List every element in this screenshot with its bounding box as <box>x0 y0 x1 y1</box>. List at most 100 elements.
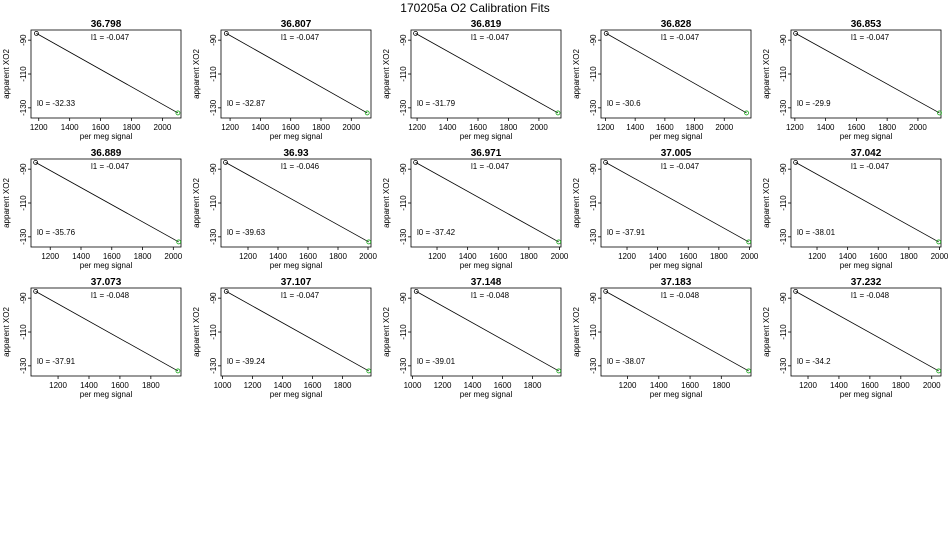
slope-annotation: l1 = -0.048 <box>91 291 130 300</box>
x-tick-label: 1200 <box>808 252 826 261</box>
x-tick-label: 2000 <box>931 252 949 261</box>
x-tick-label: 2000 <box>359 252 377 261</box>
data-point <box>413 288 419 294</box>
y-tick-label: -90 <box>589 34 598 46</box>
data-point <box>223 159 228 165</box>
intercept-annotation: l0 = -39.63 <box>227 228 266 237</box>
y-axis-label: apparent XO2 <box>192 49 201 99</box>
x-tick-label: 1400 <box>274 381 292 390</box>
y-axis-label: apparent XO2 <box>192 178 201 228</box>
x-tick-label: 1600 <box>656 123 674 132</box>
y-tick-label: -110 <box>399 195 408 211</box>
x-tick-label: 1600 <box>469 123 487 132</box>
data-point <box>33 288 39 294</box>
data-point <box>223 288 229 294</box>
data-point <box>175 110 181 116</box>
y-axis-label: apparent XO2 <box>2 178 11 228</box>
fit-line <box>226 291 369 372</box>
x-tick-label: 1600 <box>681 381 699 390</box>
data-point <box>603 159 608 165</box>
panel-title: 36.819 <box>471 19 502 30</box>
data-point <box>556 239 562 245</box>
x-axis-label: per meg signal <box>270 390 323 399</box>
x-tick-label: 1200 <box>408 123 426 132</box>
panels-grid: 36.798 1200 1400 1600 1800 2000 -90 -110 -130 per… <box>2 19 949 399</box>
y-tick-label: -130 <box>779 357 788 374</box>
panel-title: 36.828 <box>661 19 692 30</box>
x-tick-label: 1800 <box>334 381 352 390</box>
intercept-annotation: l0 = -37.91 <box>37 357 76 366</box>
x-tick-label: 1400 <box>830 381 848 390</box>
x-axis-label: per meg signal <box>270 261 323 270</box>
fit-line <box>605 162 749 243</box>
x-tick-label: 1600 <box>282 123 300 132</box>
slope-annotation: l1 = -0.047 <box>661 33 700 42</box>
x-tick-label: 1400 <box>464 381 482 390</box>
x-tick-label: 1800 <box>524 381 542 390</box>
x-tick-label: 1800 <box>142 381 160 390</box>
calibration-panel: 36.807 1200 1400 1600 1800 2000 -90 -110 -130 per… <box>192 19 372 141</box>
x-tick-label: 1400 <box>72 252 90 261</box>
y-tick-label: -130 <box>19 99 28 116</box>
data-point <box>936 368 942 374</box>
data-point <box>936 239 942 245</box>
fit-line <box>415 162 559 243</box>
calibration-panel: 36.819 1200 1400 1600 1800 2000 -90 -110 -130 per… <box>382 19 562 141</box>
slope-annotation: l1 = -0.048 <box>851 291 890 300</box>
x-tick-label: 1800 <box>878 123 896 132</box>
x-axis-label: per meg signal <box>460 390 513 399</box>
x-tick-label: 1200 <box>41 252 59 261</box>
panel-title: 37.183 <box>661 277 692 288</box>
intercept-annotation: l0 = -34.2 <box>797 357 831 366</box>
intercept-annotation: l0 = -31.79 <box>417 99 456 108</box>
y-tick-label: -110 <box>399 324 408 340</box>
fit-line <box>35 291 179 372</box>
calibration-panel: 36.798 1200 1400 1600 1800 2000 -90 -110 -130 per… <box>2 19 182 141</box>
panel-title: 37.107 <box>281 277 312 288</box>
slope-annotation: l1 = -0.047 <box>281 33 320 42</box>
slope-annotation: l1 = -0.047 <box>471 33 510 42</box>
y-tick-label: -110 <box>399 66 408 82</box>
panel-title: 36.971 <box>471 148 502 159</box>
fit-line <box>795 291 939 372</box>
intercept-annotation: l0 = -30.6 <box>607 99 641 108</box>
x-tick-label: 2000 <box>164 252 182 261</box>
x-tick-label: 1200 <box>30 123 48 132</box>
calibration-panel: 37.005 1200 1400 1600 1800 2000 -90 -110 -130 per… <box>572 148 759 270</box>
x-tick-label: 1200 <box>221 123 239 132</box>
x-tick-label: 1800 <box>900 252 918 261</box>
x-axis-label: per meg signal <box>840 132 893 141</box>
slope-annotation: l1 = -0.047 <box>471 162 510 171</box>
y-tick-label: -130 <box>399 357 408 374</box>
y-tick-label: -130 <box>209 99 218 116</box>
y-tick-label: -90 <box>19 34 28 46</box>
y-tick-label: -90 <box>589 292 598 304</box>
y-tick-label: -130 <box>209 357 218 374</box>
x-tick-label: 1400 <box>817 123 835 132</box>
figure-title: 170205a O2 Calibration Fits <box>400 1 549 15</box>
y-tick-label: -130 <box>779 228 788 245</box>
x-tick-label: 1200 <box>786 123 804 132</box>
intercept-annotation: l0 = -39.01 <box>417 357 456 366</box>
x-tick-label: 1600 <box>861 381 879 390</box>
x-tick-label: 1200 <box>49 381 67 390</box>
x-tick-label: 1400 <box>649 252 667 261</box>
fit-line <box>36 33 179 114</box>
x-tick-label: 1800 <box>312 123 330 132</box>
panel-title: 36.798 <box>91 19 122 30</box>
data-point <box>413 159 418 165</box>
y-tick-label: -90 <box>209 34 218 46</box>
x-tick-label: 1800 <box>520 252 538 261</box>
data-point <box>33 159 39 165</box>
calibration-panel: 36.971 1200 1400 1600 1800 2000 -90 -110 -130 per… <box>382 148 569 270</box>
calibration-panel: 37.107 1000 1200 1400 1600 1800 -90 -110 -130 per… <box>192 277 372 399</box>
x-axis-label: per meg signal <box>650 132 703 141</box>
x-tick-label: 1200 <box>597 123 615 132</box>
y-axis-label: apparent XO2 <box>2 49 11 99</box>
slope-annotation: l1 = -0.047 <box>851 33 890 42</box>
x-tick-label: 1600 <box>111 381 129 390</box>
y-tick-label: -90 <box>589 163 598 175</box>
fit-line <box>795 162 939 243</box>
data-point <box>366 368 372 374</box>
y-axis-label: apparent XO2 <box>192 307 201 357</box>
